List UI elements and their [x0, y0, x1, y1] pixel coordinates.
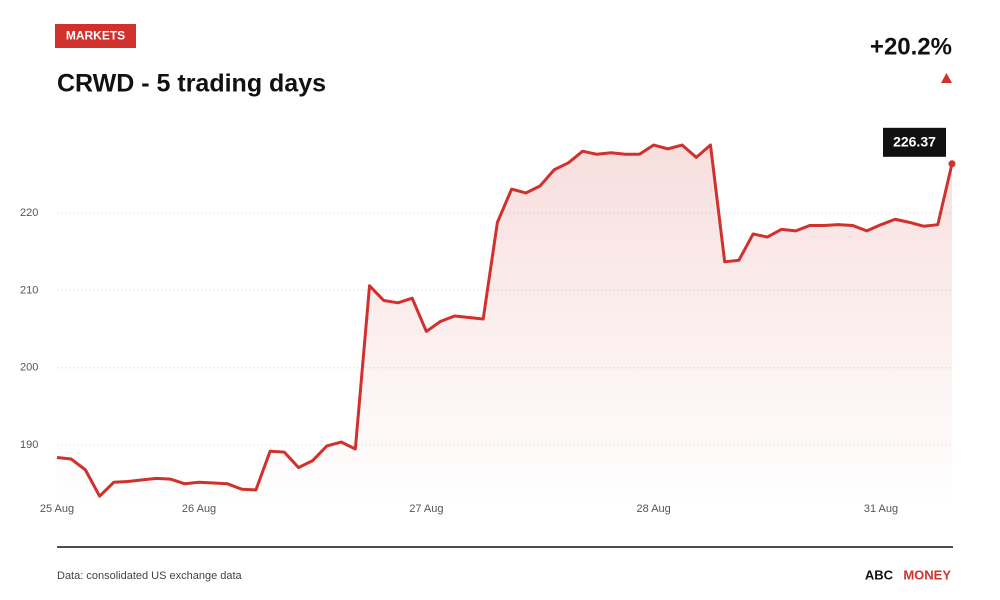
price-label: 226.37: [893, 134, 936, 150]
brand: ABC: [865, 567, 894, 582]
y-tick-label: 220: [20, 207, 38, 219]
tag-badge: [55, 24, 136, 48]
change: +20.2%: [870, 33, 952, 60]
chart-title: CRWD - 5 trading days: [57, 70, 326, 98]
brand: MONEY: [903, 567, 951, 582]
y-tick-label: 210: [20, 284, 38, 296]
y-tick-label: 190: [20, 439, 38, 451]
price-badge: [883, 127, 946, 157]
up-arrow: [941, 73, 952, 83]
tag: MARKETS: [66, 29, 125, 43]
area-fill: [57, 145, 952, 507]
y-tick-label: 200: [20, 362, 38, 374]
source: Data: consolidated US exchange data: [57, 570, 243, 582]
last-point: [948, 160, 956, 168]
price-line: [56, 143, 954, 498]
